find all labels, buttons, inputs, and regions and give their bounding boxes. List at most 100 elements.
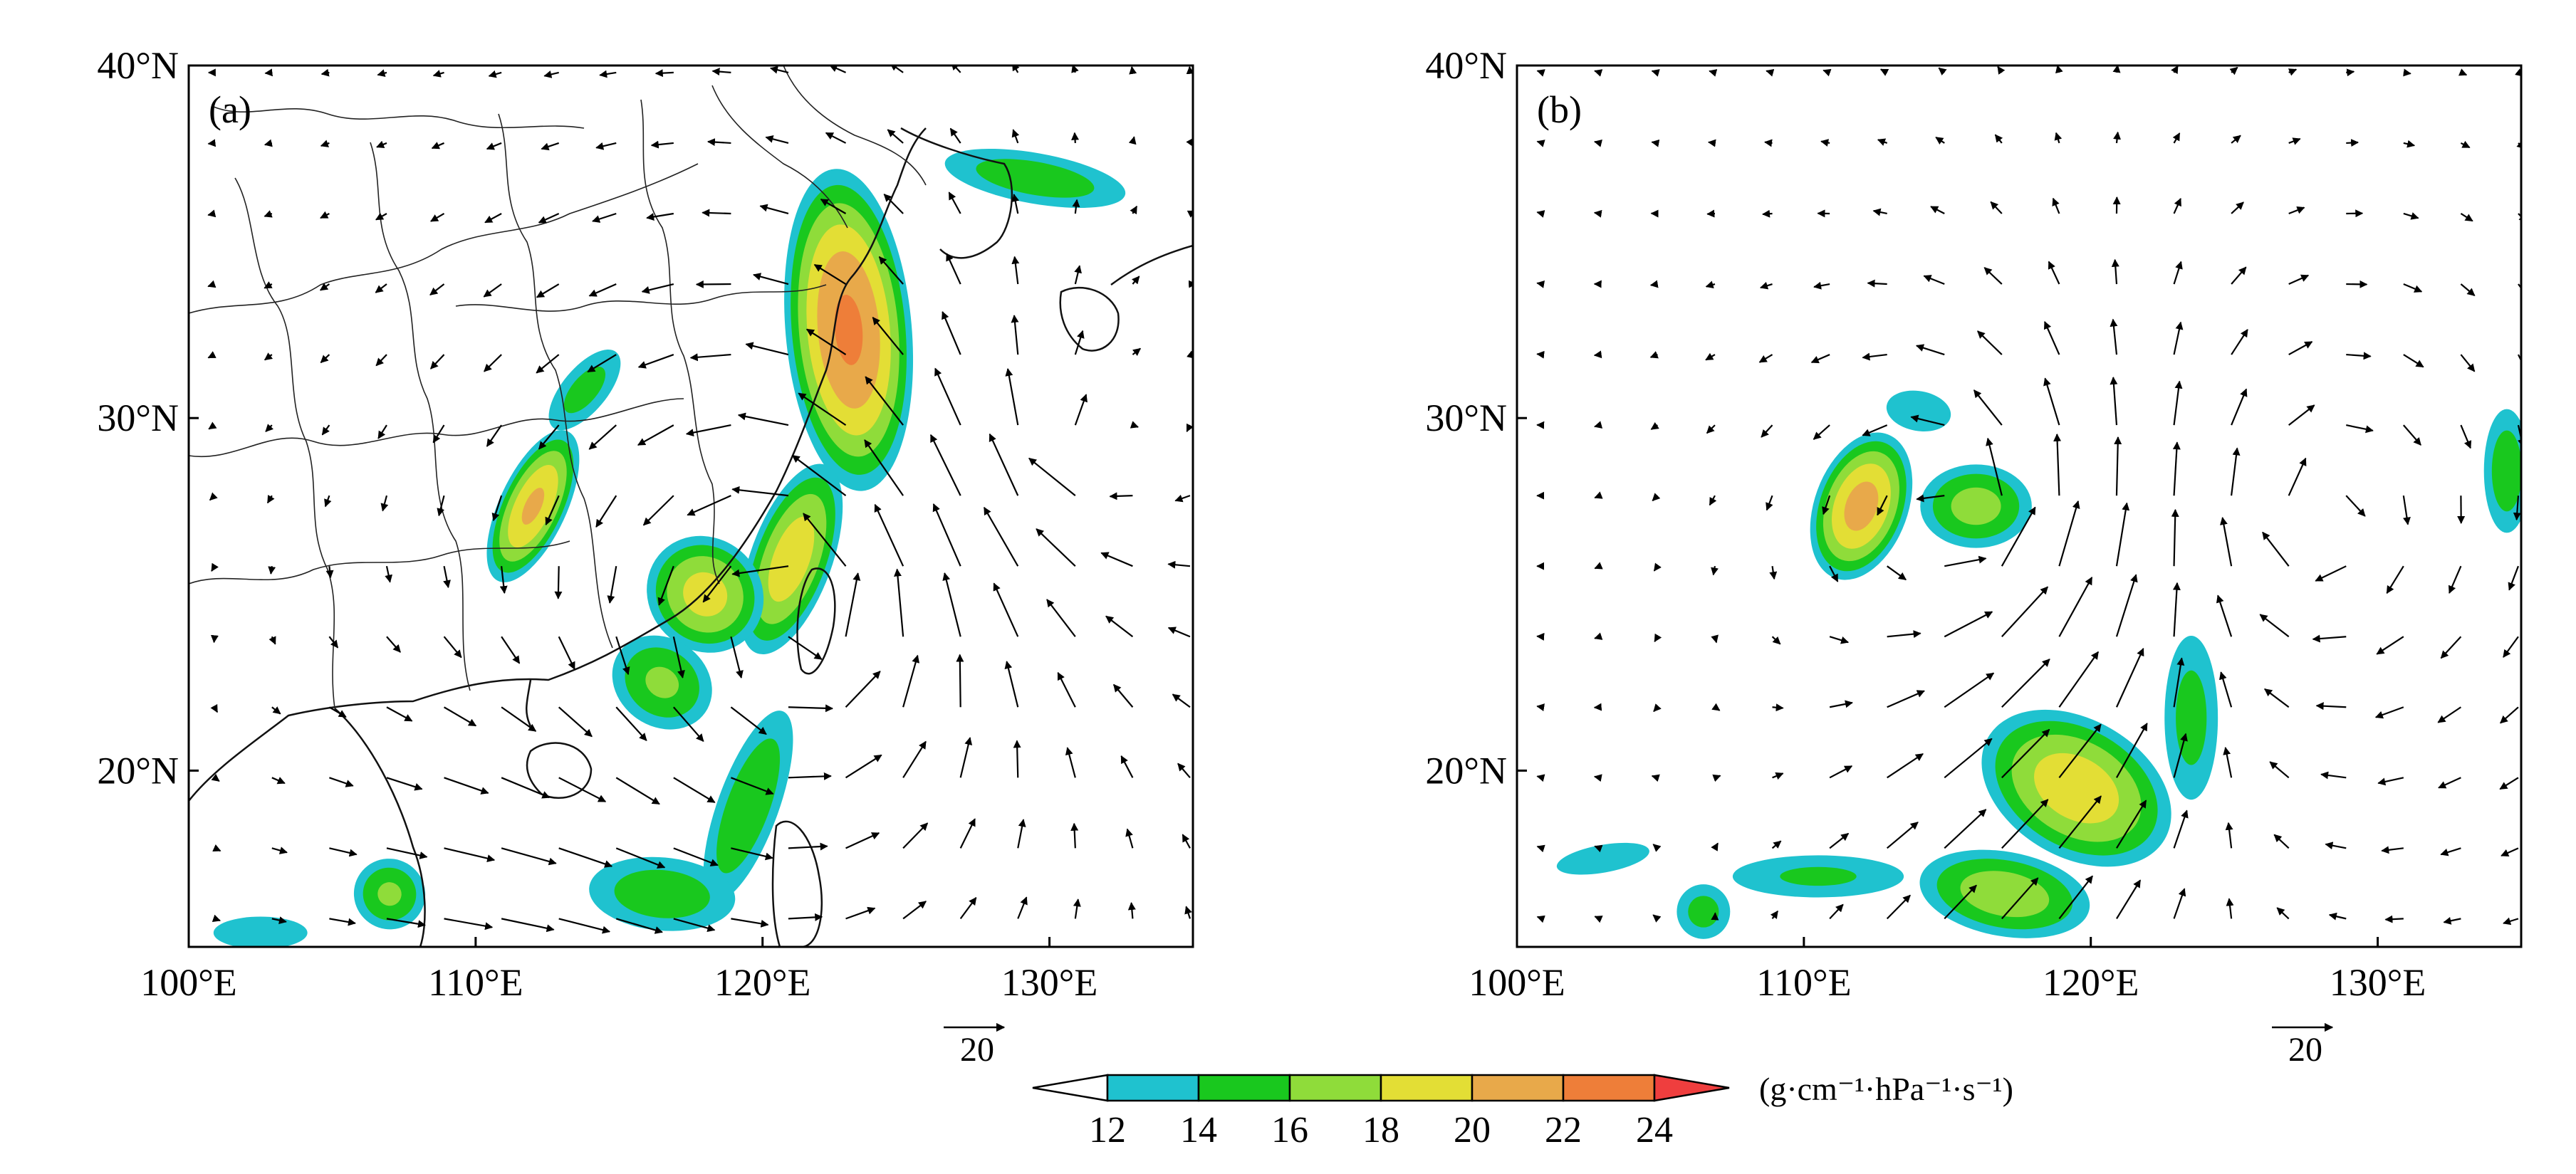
wind-vector: [1764, 139, 1773, 147]
wind-vector: [2054, 132, 2063, 144]
panel-a-reference-vector: 20: [944, 1022, 1006, 1069]
wind-vector: [1167, 560, 1191, 569]
wind-vector: [1070, 822, 1079, 849]
wind-vector: [1167, 627, 1191, 638]
wind-vector: [2288, 341, 2313, 356]
wind-vector: [1772, 703, 1784, 712]
japan-kyushu: [1059, 286, 1120, 352]
panel-a-axes: 20°N 30°N 40°N 100°E 110°E 120°E 130°E: [97, 44, 1097, 1004]
wind-vector: [1177, 762, 1191, 779]
wind-vector: [765, 135, 789, 145]
lat-tick-label: 40°N: [1425, 44, 1507, 87]
wind-vector: [2273, 834, 2290, 849]
wind-vector: [2053, 433, 2062, 496]
wind-vector: [2288, 68, 2298, 76]
wind-vector: [1005, 368, 1019, 426]
wind-vector: [545, 495, 560, 525]
wind-vector: [1877, 495, 1888, 516]
panel-a-label: (a): [209, 88, 251, 131]
wind-vector: [1652, 493, 1661, 501]
wind-vector: [2500, 706, 2519, 724]
wind-vector: [271, 777, 286, 785]
wind-vector: [1017, 819, 1026, 849]
wind-vector: [2437, 706, 2462, 723]
wind-vector: [1593, 209, 1602, 218]
wind-vector: [1879, 68, 1889, 76]
wind-vector: [2001, 877, 2039, 920]
lat-tick-label: 20°N: [1425, 749, 1507, 792]
wind-vector: [1867, 279, 1887, 288]
wind-vector: [942, 572, 961, 637]
wind-vector: [2172, 582, 2181, 637]
wind-vector: [672, 636, 685, 678]
flux-contour-16: [1960, 871, 2050, 918]
wind-vector: [2171, 508, 2179, 567]
wind-vector: [558, 706, 593, 738]
wind-vector: [444, 777, 489, 795]
wind-vector: [2173, 888, 2186, 919]
wind-vector: [1711, 842, 1719, 851]
wind-vector: [2458, 68, 2468, 76]
panel-a-background: [189, 65, 1193, 947]
wind-vector: [1074, 265, 1082, 285]
flux-contour-16: [377, 882, 402, 906]
flux-contour-22: [834, 295, 863, 365]
wind-vector: [2229, 66, 2238, 75]
wind-vector: [375, 354, 387, 367]
wind-vector: [2058, 795, 2102, 849]
wind-vector: [437, 495, 445, 517]
wind-vector: [2518, 283, 2521, 298]
wind-vector: [2173, 321, 2184, 355]
wind-vector: [2001, 586, 2049, 637]
wind-vector: [1997, 65, 2006, 75]
wind-vector: [1705, 281, 1716, 289]
mainland-coastline: [189, 127, 927, 802]
wind-vector: [641, 283, 674, 294]
wind-vector: [483, 283, 502, 298]
wind-vector: [2403, 354, 2424, 368]
wind-vector: [320, 140, 330, 147]
panel-a-frame: [187, 64, 1194, 948]
wind-vector: [1105, 615, 1134, 638]
wind-vector: [2508, 565, 2519, 591]
wind-vector: [592, 212, 617, 223]
wind-vector: [2312, 634, 2347, 643]
wind-vector: [788, 913, 823, 921]
wind-vector: [1594, 491, 1603, 499]
wind-vector: [2501, 847, 2519, 856]
wind-vector: [989, 433, 1019, 496]
wind-vector: [798, 392, 847, 426]
wind-vector: [265, 424, 273, 432]
wind-vector: [558, 636, 575, 670]
wind-vector: [501, 706, 537, 732]
wind-vector: [1100, 552, 1133, 567]
wind-vector: [212, 844, 221, 852]
wind-vector: [2448, 565, 2462, 594]
wind-vector: [615, 777, 660, 805]
map-panel-b: (b) 20°N 30°N 40°N 100°E 110°E 120°E 130°E 20: [1425, 44, 2523, 1069]
wind-vector: [375, 212, 387, 221]
wind-vector: [759, 204, 789, 215]
wind-vector: [1944, 809, 1987, 849]
wind-vector: [2384, 915, 2404, 923]
wind-vector: [588, 283, 617, 297]
wind-vector: [264, 281, 273, 289]
wind-vector: [1916, 494, 1945, 503]
wind-vector: [731, 777, 774, 795]
wind-vector: [1910, 414, 1945, 426]
wind-vector: [1130, 205, 1138, 215]
lon-tick-label: 120°E: [714, 961, 811, 1004]
wind-vector: [328, 706, 347, 718]
wind-vector: [2377, 777, 2404, 786]
wind-vector: [1711, 703, 1721, 711]
wind-vector: [386, 918, 427, 928]
wind-vector: [2231, 135, 2241, 144]
wind-vector: [207, 139, 217, 147]
flux-contour-20: [521, 488, 545, 525]
wind-vector: [2403, 212, 2419, 220]
wind-vector: [2440, 847, 2461, 856]
luzon-island: [771, 820, 823, 947]
wind-vector: [845, 754, 882, 779]
wind-vector: [1887, 630, 1921, 639]
panel-b-axes: 20°N 30°N 40°N 100°E 110°E 120°E 130°E: [1425, 44, 2426, 1004]
